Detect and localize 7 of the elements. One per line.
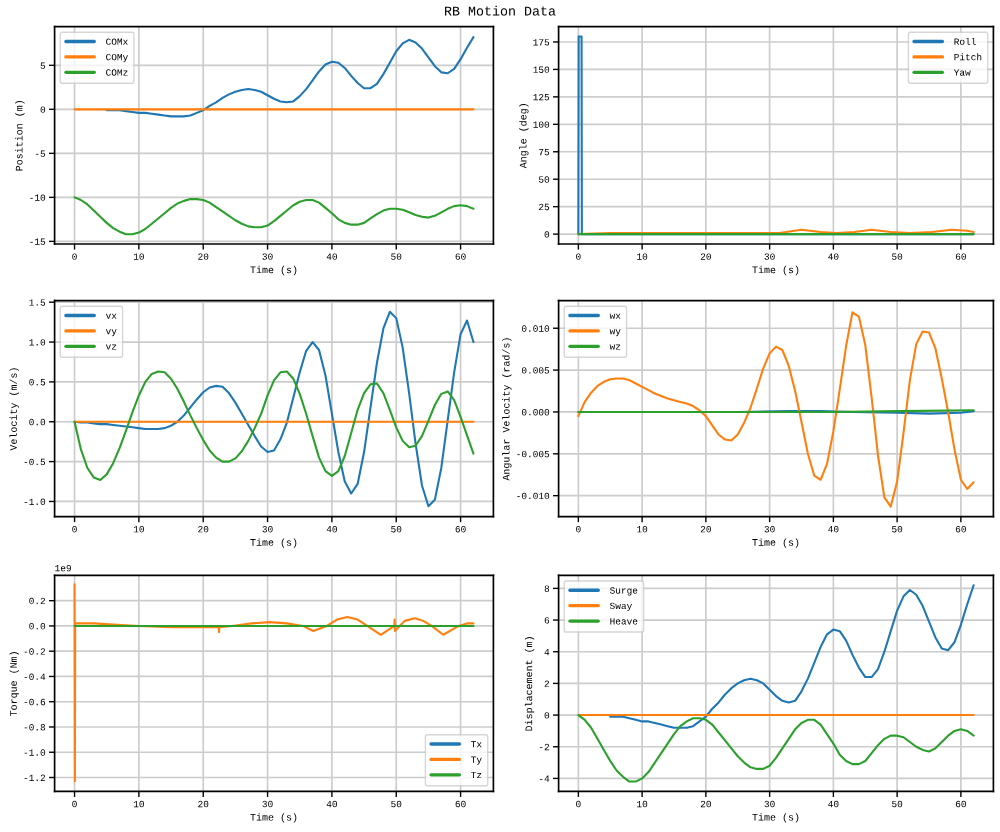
line-series xyxy=(105,36,475,118)
line-series xyxy=(609,584,975,729)
line-series xyxy=(73,196,475,236)
line-series xyxy=(577,311,975,508)
line-series xyxy=(577,714,975,783)
line-series xyxy=(73,583,475,783)
line-series xyxy=(73,370,475,481)
